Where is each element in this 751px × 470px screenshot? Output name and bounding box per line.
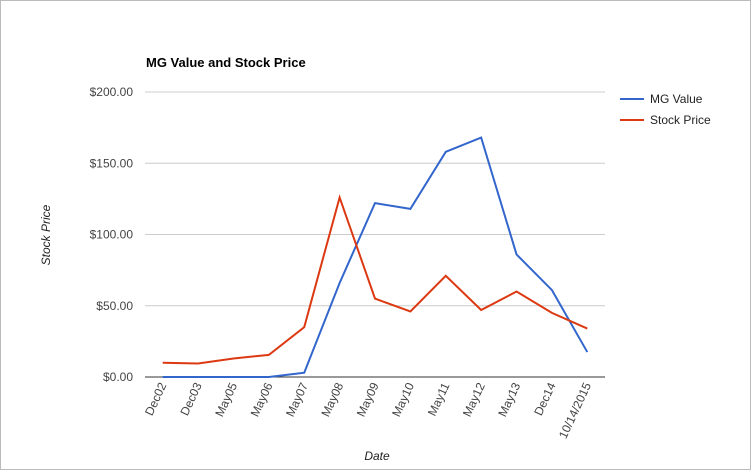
y-tick-label: $200.00 bbox=[90, 85, 134, 99]
legend-label: MG Value bbox=[650, 92, 703, 106]
series-line bbox=[162, 194, 588, 365]
legend-label: Stock Price bbox=[650, 113, 711, 127]
y-axis-label: Stock Price bbox=[39, 204, 53, 265]
y-tick-label: $0.00 bbox=[103, 370, 133, 384]
y-tick-label: $150.00 bbox=[90, 156, 134, 170]
series-line bbox=[162, 136, 589, 378]
x-axis-label: Date bbox=[364, 449, 390, 463]
y-tick-label: $100.00 bbox=[90, 228, 134, 242]
chart-title: MG Value and Stock Price bbox=[146, 55, 306, 70]
y-tick-label: $50.00 bbox=[96, 299, 133, 313]
